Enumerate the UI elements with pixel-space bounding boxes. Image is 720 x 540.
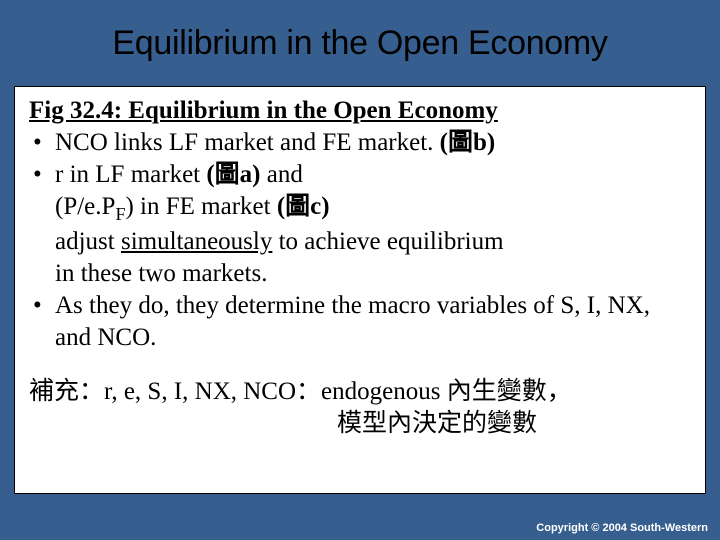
- bullet-2-line4: in these two markets.: [55, 260, 267, 287]
- bullet-1-text: NCO links LF market and FE market.: [55, 129, 440, 156]
- bullet-list: NCO links LF market and FE market. (圖b) …: [29, 127, 691, 354]
- supplement-line2: 模型內決定的變數: [29, 408, 691, 440]
- bullet-1-ref: (圖b): [440, 129, 496, 156]
- bullet-1: NCO links LF market and FE market. (圖b): [55, 127, 691, 159]
- bullet-2-line2-sub: F: [115, 204, 125, 224]
- copyright-text: Copyright © 2004 South-Western: [536, 522, 708, 534]
- bullet-2: r in LF market (圖a) and (P/e.PF) in FE m…: [55, 159, 691, 290]
- bullet-2-line3-pre: adjust: [55, 228, 121, 255]
- bullet-2-line2-pre: (P/e.P: [55, 193, 115, 220]
- supplement: 補充：r, e, S, I, NX, NCO：endogenous 內生變數， …: [29, 376, 691, 440]
- bullet-2-line2-post: ) in FE market: [125, 193, 276, 220]
- bullet-3-text: As they do, they determine the macro var…: [55, 292, 650, 351]
- figure-title: Fig 32.4: Equilibrium in the Open Econom…: [29, 97, 691, 125]
- bullet-2-line1a: r in LF market: [55, 161, 206, 188]
- bullet-2-line1b: and: [261, 161, 303, 188]
- supplement-line1: 補充：r, e, S, I, NX, NCO：endogenous 內生變數，: [29, 376, 691, 408]
- content-panel: Fig 32.4: Equilibrium in the Open Econom…: [14, 86, 706, 494]
- bullet-2-line3-post: to achieve equilibrium: [272, 228, 503, 255]
- bullet-3: As they do, they determine the macro var…: [55, 290, 691, 354]
- bullet-2-ref-a: (圖a): [206, 161, 260, 188]
- bullet-2-ref-c: (圖c): [277, 193, 330, 220]
- bullet-2-line3-u: simultaneously: [121, 228, 272, 255]
- slide-title: Equilibrium in the Open Economy: [112, 24, 607, 63]
